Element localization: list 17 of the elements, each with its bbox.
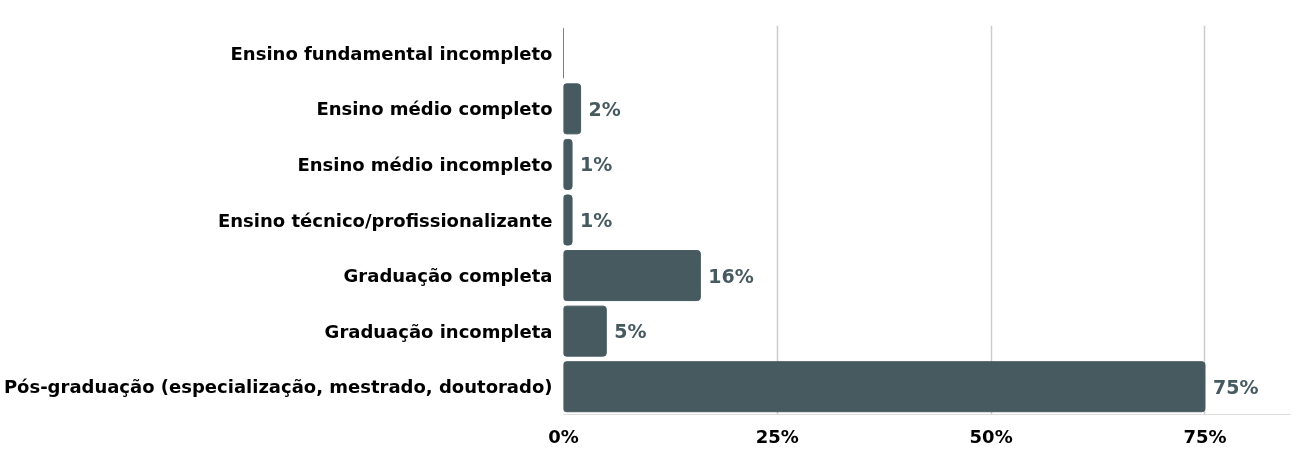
x-tick-label: 75% [1183,425,1227,447]
y-tick-label: Pós-graduação (especialização, mestrado, doutorado) [3,376,553,398]
data-label: 2% [588,97,621,120]
y-tick-label: Graduação completa [343,265,553,287]
x-tick-label: 0% [548,425,579,447]
y-tick-label: Ensino médio incompleto [297,153,553,175]
x-tick-label: 25% [755,425,799,447]
y-tick-label: Ensino fundamental incompleto [230,42,553,64]
y-tick-label: Ensino médio completo [316,98,553,120]
y-tick-label: Ensino técnico/profissionalizante [218,209,553,231]
data-label: 1% [580,153,613,176]
data-label: 1% [580,209,613,231]
data-label: 5% [614,320,647,343]
y-tick-label: Graduação incompleta [324,320,553,342]
data-label: 16% [708,264,754,287]
data-label: 75% [1212,375,1259,398]
x-tick-label: 50% [969,425,1013,447]
